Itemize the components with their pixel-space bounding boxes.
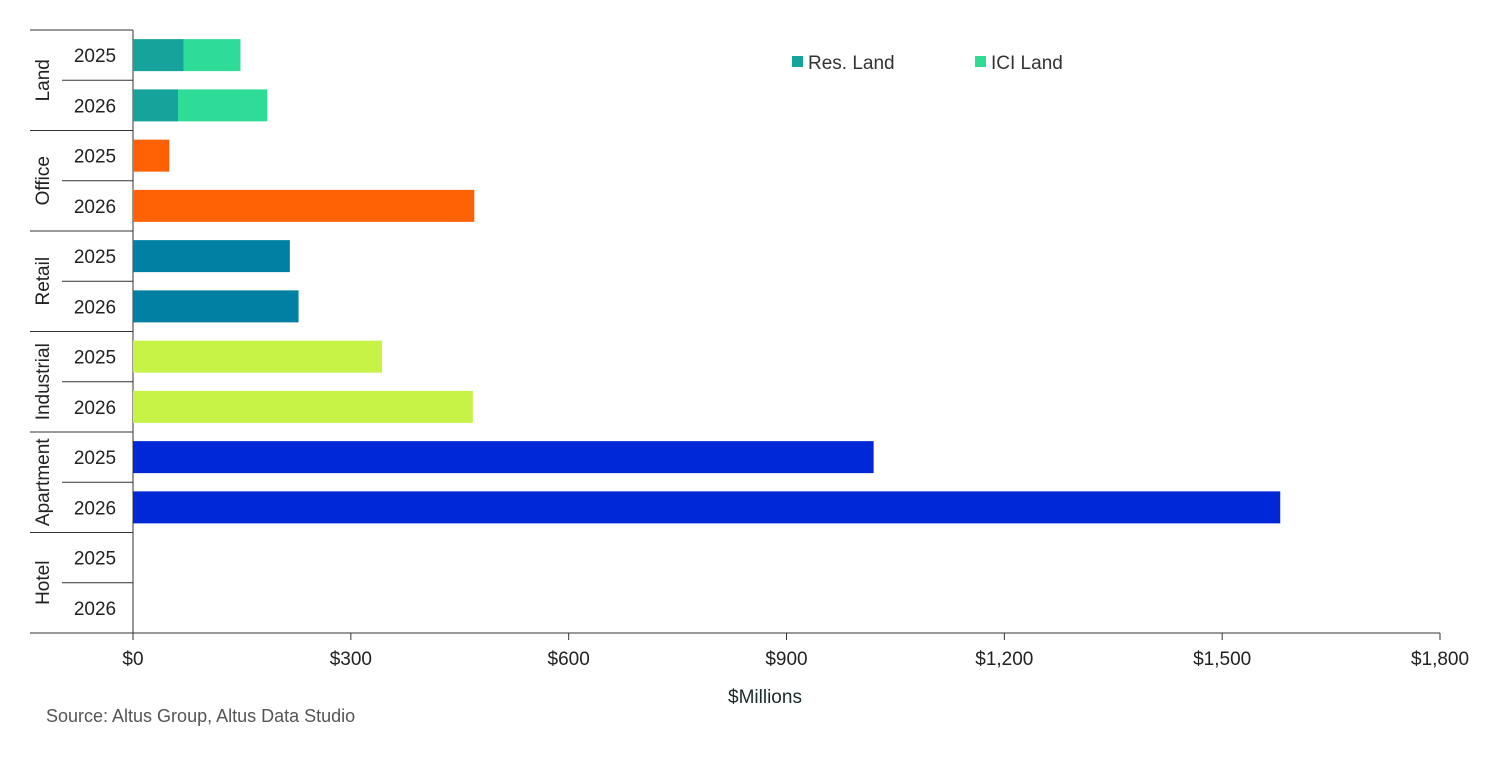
bar-land-2026-ici-land <box>178 89 268 122</box>
group-label-office: Office <box>33 156 54 205</box>
bar-land-2026-res-land <box>133 89 179 122</box>
axes <box>30 29 1441 640</box>
year-label: 2026 <box>74 398 116 419</box>
bar-apartment-2025 <box>133 441 874 474</box>
year-label: 2025 <box>74 348 116 369</box>
group-label-industrial: Industrial <box>33 343 54 420</box>
source-note: Source: Altus Group, Altus Data Studio <box>46 706 355 726</box>
x-tick-label: $600 <box>548 649 590 670</box>
year-label: 2026 <box>74 96 116 117</box>
x-tick-label: $300 <box>330 649 372 670</box>
group-label-apartment: Apartment <box>33 438 54 526</box>
year-label: 2025 <box>74 448 116 469</box>
year-label: 2025 <box>74 46 116 67</box>
x-tick-label: $1,500 <box>1193 649 1251 670</box>
bar-retail-2026 <box>133 290 299 323</box>
bar-retail-2025 <box>133 240 290 273</box>
year-label: 2026 <box>74 297 116 318</box>
group-label-land: Land <box>33 59 54 101</box>
year-label: 2025 <box>74 147 116 168</box>
bar-apartment-2026 <box>133 491 1281 524</box>
legend-label: ICI Land <box>991 53 1063 74</box>
x-tick-label: $0 <box>122 649 143 670</box>
bars <box>133 39 1281 524</box>
legend: Res. Land ICI Land <box>792 53 1063 74</box>
group-label-retail: Retail <box>33 257 54 306</box>
bar-land-2025-ici-land <box>183 39 241 72</box>
legend-swatch-res-land <box>792 56 803 67</box>
x-axis-title: $Millions <box>728 687 802 708</box>
legend-swatch-ici-land <box>975 56 986 67</box>
year-label: 2025 <box>74 247 116 268</box>
labels: $0 $300 $600 $900 $1,200 $1,500 $1,800 Land 2025… <box>33 46 1469 670</box>
bar-industrial-2026 <box>133 390 473 423</box>
year-label: 2025 <box>74 549 116 570</box>
bar-land-2025-res-land <box>133 39 184 72</box>
bar-office-2026 <box>133 189 475 222</box>
bar-office-2025 <box>133 139 170 172</box>
year-label: 2026 <box>74 498 116 519</box>
x-tick-label: $1,800 <box>1411 649 1469 670</box>
x-tick-label: $900 <box>765 649 807 670</box>
year-label: 2026 <box>74 197 116 218</box>
bar-industrial-2025 <box>133 340 383 373</box>
group-label-hotel: Hotel <box>33 561 54 605</box>
legend-label: Res. Land <box>808 53 895 74</box>
x-tick-label: $1,200 <box>975 649 1033 670</box>
year-label: 2026 <box>74 599 116 620</box>
